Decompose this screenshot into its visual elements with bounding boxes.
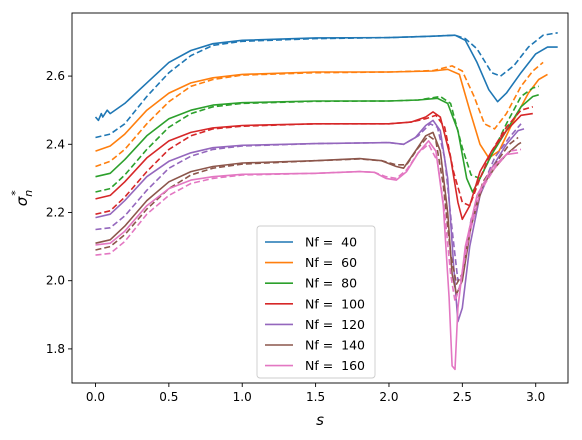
y-tick-label: 2.2 <box>46 205 65 219</box>
series-line-solid <box>95 140 519 371</box>
svg-text:σn*: σn* <box>9 190 35 207</box>
series-line-solid <box>94 34 558 122</box>
y-tick-label: 1.8 <box>46 342 65 356</box>
y-axis-label-subscript: n <box>22 190 35 197</box>
legend-label: Nf = 60 <box>305 255 357 270</box>
x-tick-label: 1.0 <box>233 390 252 404</box>
plot-frame <box>71 12 569 384</box>
legend-label: Nf = 100 <box>305 296 365 311</box>
series-line-dashed <box>95 123 522 282</box>
series-layer <box>94 32 558 371</box>
x-tick-label: 0.0 <box>86 390 105 404</box>
series-line-solid <box>95 94 539 193</box>
series-line-solid <box>95 111 533 221</box>
y-axis-ticks: 1.8 2.0 2.2 2.4 2.6 <box>46 69 72 356</box>
y-axis-label-main: σ <box>13 196 31 206</box>
series-line-dashed <box>95 143 522 302</box>
legend-label: Nf = 120 <box>305 317 365 332</box>
series-4 <box>95 106 534 221</box>
series-2 <box>95 61 548 168</box>
x-tick-label: 2.5 <box>453 390 472 404</box>
y-tick-label: 2.4 <box>46 137 65 151</box>
legend-label: Nf = 140 <box>305 338 365 353</box>
y-axis-label: σn* <box>9 190 35 207</box>
series-line-solid <box>95 68 548 159</box>
y-tick-label: 2.0 <box>46 274 65 288</box>
x-tick-label: 3.0 <box>526 390 545 404</box>
legend-box <box>256 225 376 379</box>
x-axis-ticks: 0.0 0.5 1.0 1.5 2.0 2.5 3.0 <box>86 383 545 404</box>
legend-label: Nf = 80 <box>305 276 357 291</box>
x-axis-label: s <box>316 411 324 429</box>
series-line-dashed <box>95 106 534 215</box>
legend-label: Nf = 160 <box>305 358 365 373</box>
y-axis-label-superscript: * <box>9 190 22 196</box>
y-tick-label: 2.6 <box>46 69 65 83</box>
series-1 <box>94 32 558 139</box>
legend-label: Nf = 40 <box>305 235 357 250</box>
x-tick-label: 1.5 <box>306 390 325 404</box>
series-7 <box>95 140 522 371</box>
legend: Nf = 40 Nf = 60 Nf = 80 Nf = 100 Nf = 120 Nf … <box>256 225 376 379</box>
x-tick-label: 0.5 <box>159 390 178 404</box>
x-tick-label: 2.0 <box>379 390 398 404</box>
